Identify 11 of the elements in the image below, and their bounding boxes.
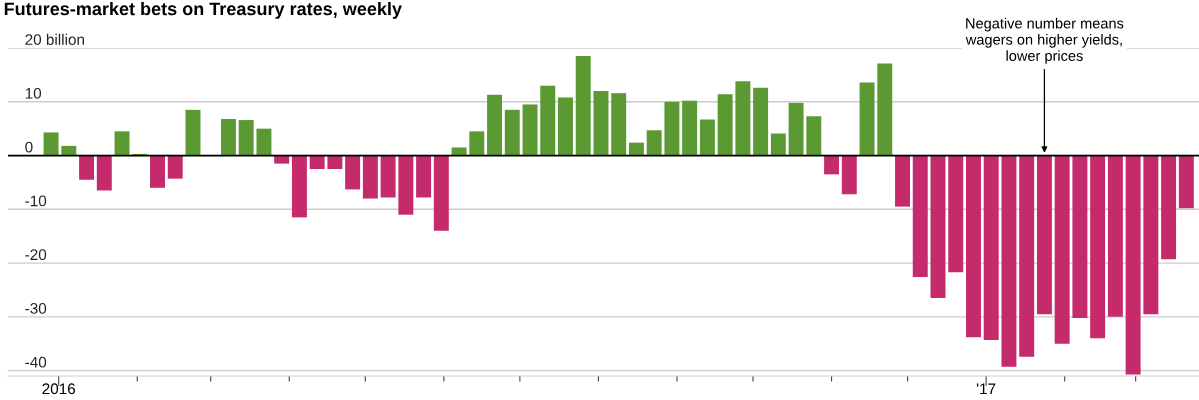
y-tick-label: -30: [25, 303, 47, 314]
x-tick-label: 2016: [42, 383, 75, 395]
y-tick-label: 0: [25, 141, 33, 153]
y-tick-label: 10: [25, 87, 42, 99]
y-tick-label: -20: [25, 249, 47, 261]
chart-title: Futures-market bets on Treasury rates, weekly: [4, 2, 402, 19]
y-tick-label: -10: [25, 195, 47, 207]
y-tick-label: 20 billion: [25, 33, 84, 45]
x-tick-label: '17: [976, 383, 996, 395]
annotation: Negative number means wagers on higher yields, lower prices: [965, 17, 1124, 64]
y-tick-label: -40: [25, 356, 47, 368]
